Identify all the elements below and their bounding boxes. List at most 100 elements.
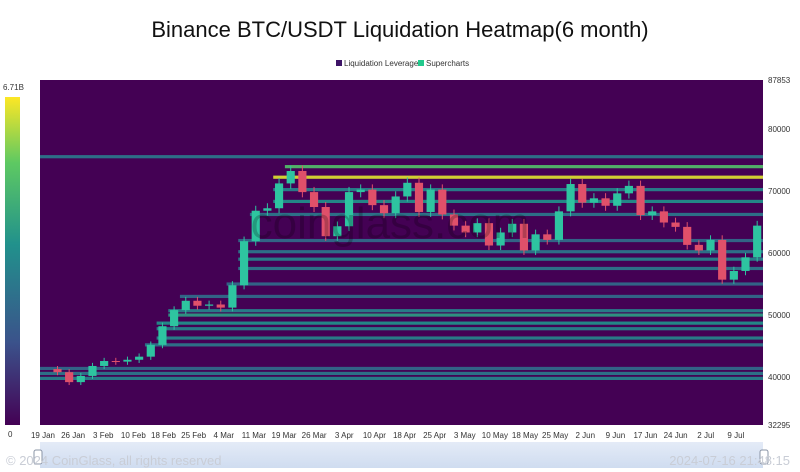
price-candle (216, 300, 225, 312)
heatmap-band (273, 175, 763, 179)
price-candle (706, 235, 715, 255)
x-tick-label: 17 Jun (633, 431, 657, 440)
legend-label-supercharts: Supercharts (426, 59, 469, 68)
price-candle (298, 165, 307, 198)
y-tick-label: 50000 (768, 311, 791, 320)
price-candle (286, 165, 295, 189)
price-candle (589, 193, 598, 208)
price-candle (519, 218, 529, 255)
price-candle (111, 357, 120, 365)
x-tick-label: 4 Mar (214, 431, 235, 440)
copyright-text: © 2024 CoinGlass, all rights reserved (6, 453, 222, 468)
heatmap-band (156, 327, 763, 331)
price-candle (461, 220, 470, 238)
price-candle (88, 362, 97, 379)
x-tick-label: 25 May (542, 431, 568, 440)
price-candle (566, 178, 575, 217)
x-tick-label: 18 Feb (151, 431, 176, 440)
heatmap-band (156, 321, 763, 325)
x-tick-label: 18 Apr (393, 431, 416, 440)
price-candle (379, 200, 389, 219)
price-candle (496, 227, 505, 251)
legend-item-liquidation-leverage[interactable]: Liquidation Leverage (336, 59, 419, 68)
legend: Liquidation Leverage Supercharts (336, 59, 469, 68)
price-candle (170, 306, 179, 330)
price-candle (333, 221, 342, 241)
price-candle (146, 341, 155, 360)
x-tick-label: 18 May (512, 431, 538, 440)
legend-label-liquidation-leverage: Liquidation Leverage (344, 59, 419, 68)
price-candle (403, 177, 412, 202)
price-candle (601, 193, 610, 211)
x-tick-label: 25 Apr (423, 431, 446, 440)
price-candle (321, 201, 330, 241)
heatmap-band (40, 371, 763, 376)
x-tick-label: 26 Jan (61, 431, 85, 440)
price-candle (473, 218, 482, 238)
x-tick-label: 3 Apr (335, 431, 354, 440)
time-navigator[interactable]: © 2024 CoinGlass, all rights reserved 20… (6, 442, 790, 468)
heatmap-band (40, 376, 763, 380)
heatmap-band (238, 250, 763, 254)
heatmap-band (168, 309, 763, 313)
x-tick-label: 2 Jun (575, 431, 595, 440)
price-candle (613, 188, 622, 211)
legend-swatch-supercharts (418, 60, 424, 66)
price-candle (671, 217, 680, 232)
x-tick-label: 11 Mar (242, 431, 267, 440)
price-candle (683, 222, 692, 250)
color-scale-min-label: 0 (8, 430, 13, 439)
navigator-left-handle[interactable] (33, 449, 43, 465)
price-candle (624, 180, 633, 199)
x-tick-label: 10 May (482, 431, 508, 440)
price-candle (368, 184, 377, 211)
price-candle (309, 186, 319, 213)
y-tick-label: 70000 (768, 187, 791, 196)
price-candle (391, 191, 400, 219)
heatmap-band (273, 199, 763, 204)
price-candle (356, 184, 365, 198)
price-candle (753, 220, 762, 262)
heatmap-band (249, 212, 763, 217)
legend-item-supercharts[interactable]: Supercharts (418, 59, 469, 68)
plot-area (40, 80, 763, 425)
price-candle (484, 218, 494, 251)
x-tick-label: 19 Jan (31, 431, 55, 440)
y-axis-min-label: 32295 (768, 421, 791, 430)
heatmap-band (144, 343, 763, 347)
x-tick-label: 24 Jun (664, 431, 688, 440)
price-candle (344, 186, 354, 232)
heatmap-band (284, 165, 763, 169)
y-axis: 87853 40000 50000 60000 70000 80000 32295 (768, 76, 791, 430)
price-candle (263, 203, 272, 216)
price-candle (53, 366, 62, 376)
heatmap-band (168, 313, 763, 317)
price-candle (636, 180, 645, 221)
price-candle (648, 206, 657, 221)
heatmap-band (273, 188, 763, 192)
x-tick-label: 10 Feb (121, 431, 146, 440)
heatmap-band (179, 294, 763, 299)
y-tick-label: 60000 (768, 249, 791, 258)
x-tick-label: 9 Jun (606, 431, 626, 440)
price-candle (531, 229, 540, 255)
x-tick-label: 2 Jul (697, 431, 714, 440)
heatmap-bands (40, 155, 763, 380)
x-tick-label: 26 Mar (302, 431, 327, 440)
price-candle (718, 235, 727, 284)
x-tick-label: 10 Apr (363, 431, 386, 440)
heatmap-band (238, 266, 763, 271)
heatmap-band (156, 336, 763, 340)
navigator-range[interactable] (40, 442, 763, 468)
heatmap-band (40, 155, 763, 159)
price-candle (251, 205, 260, 246)
price-candle (205, 300, 214, 310)
price-candle (65, 369, 74, 386)
price-candle (426, 184, 435, 217)
price-candle (181, 296, 190, 314)
y-tick-label: 80000 (768, 125, 791, 134)
price-candle (659, 206, 668, 228)
heatmap-band (238, 257, 763, 261)
price-candle (239, 236, 249, 290)
navigator-right-handle[interactable] (759, 449, 769, 465)
